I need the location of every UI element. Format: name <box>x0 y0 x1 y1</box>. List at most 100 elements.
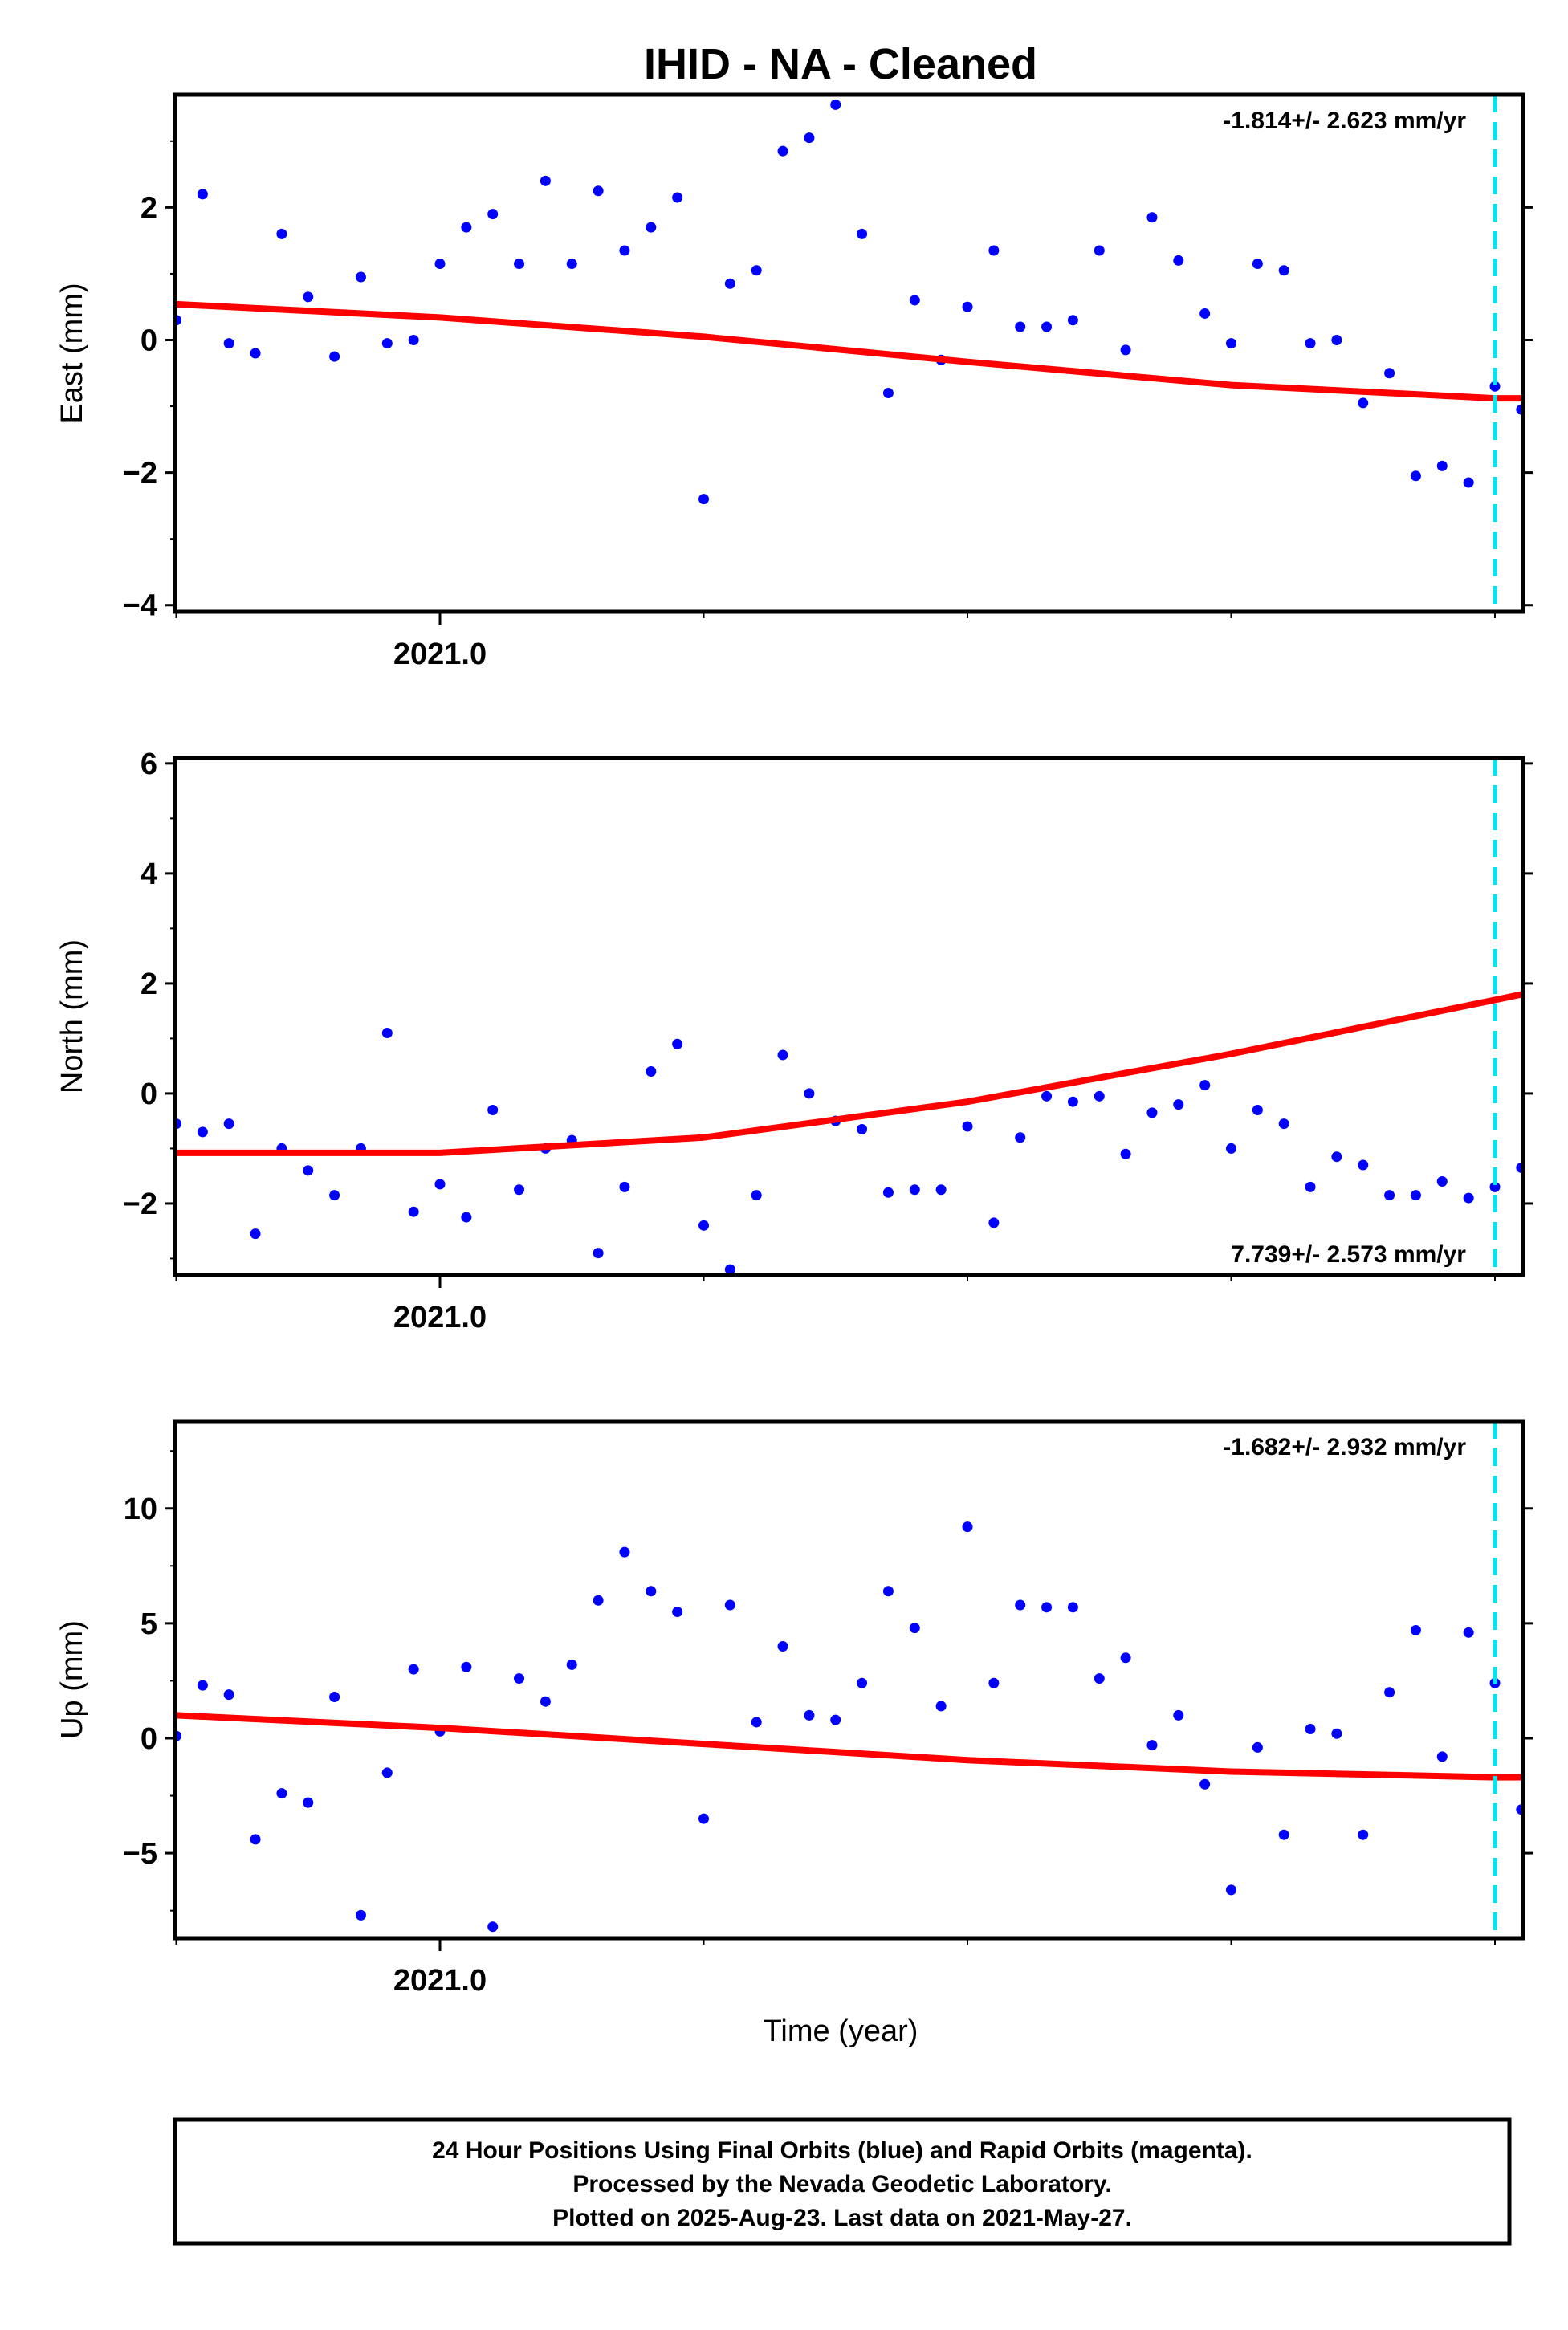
data-point <box>303 1165 314 1176</box>
data-point <box>1199 1080 1211 1091</box>
data-point <box>250 1834 261 1845</box>
panel-east: 2 0 −2 −4 2021.0 East (mm) -1.814+/- 2.623 mm/… <box>55 92 1533 671</box>
data-point <box>857 1677 868 1688</box>
data-point <box>514 1184 525 1196</box>
y-tick-label: 0 <box>141 1077 157 1111</box>
data-point <box>1384 1190 1395 1201</box>
panel-frame <box>173 756 1525 1277</box>
data-point <box>962 301 973 312</box>
data-point <box>197 1126 208 1138</box>
fit-curve <box>175 300 1523 402</box>
data-point <box>1489 1181 1501 1192</box>
data-point <box>1252 1741 1263 1753</box>
data-point <box>329 1190 340 1201</box>
data-point <box>1120 344 1131 356</box>
data-point <box>566 259 577 270</box>
data-point <box>1436 1176 1448 1187</box>
data-point <box>408 1664 419 1675</box>
data-point <box>672 1038 683 1049</box>
data-point <box>935 1184 947 1196</box>
data-point <box>1436 1751 1448 1762</box>
rate-annotation: -1.682+/- 2.932 mm/yr <box>1223 1434 1466 1460</box>
data-point <box>514 259 525 270</box>
data-point <box>540 1696 551 1707</box>
data-point <box>197 189 208 200</box>
data-point <box>751 1190 762 1201</box>
y-tick-label: 6 <box>141 747 157 781</box>
data-point <box>434 1179 446 1190</box>
data-point <box>1173 1709 1184 1721</box>
data-point <box>408 334 419 345</box>
data-point <box>434 259 446 270</box>
footer-line-2: Processed by the Nevada Geodetic Laborat… <box>572 2171 1111 2198</box>
data-point <box>329 1691 340 1702</box>
footer-line-1: 24 Hour Positions Using Final Orbits (bl… <box>432 2137 1252 2164</box>
footer-line-3: Plotted on 2025-Aug-23. Last data on 202… <box>552 2205 1132 2231</box>
x-tick-label: 2021.0 <box>393 1301 487 1334</box>
y-axis-label: East (mm) <box>55 283 89 423</box>
data-point <box>857 1123 868 1134</box>
data-point <box>1173 1099 1184 1110</box>
data-point <box>724 278 735 289</box>
data-point <box>1410 1624 1421 1635</box>
data-point <box>1331 1728 1342 1739</box>
data-point <box>593 185 604 197</box>
data-point <box>487 209 499 220</box>
y-tick-label: 0 <box>141 1722 157 1756</box>
data-point <box>646 222 657 233</box>
y-tick-label: 0 <box>141 324 157 357</box>
data-point <box>1278 265 1289 276</box>
data-point <box>830 1714 841 1725</box>
data-point <box>1041 321 1053 332</box>
data-point <box>1226 1884 1236 1896</box>
data-point <box>619 245 630 256</box>
data-point <box>777 1640 788 1652</box>
data-point <box>223 1689 234 1701</box>
data-point <box>223 338 234 349</box>
fit-curve <box>175 1712 1523 1781</box>
data-point <box>593 1248 604 1259</box>
data-point <box>250 348 261 359</box>
data-point <box>751 265 762 276</box>
panel-north: 6 4 2 0 −2 2021.0 North (mm) 7.739+/- 2.573 mm/… <box>55 747 1533 1334</box>
y-tick-label: −2 <box>123 457 157 491</box>
data-point <box>1410 1190 1421 1201</box>
footer-box: 24 Hour Positions Using Final Orbits (bl… <box>173 2117 1512 2246</box>
data-point <box>962 1521 973 1533</box>
panels-group: 2 0 −2 −4 2021.0 East (mm) -1.814+/- 2.623 mm/… <box>55 92 1533 1998</box>
y-axis-label: North (mm) <box>55 939 89 1094</box>
data-point <box>988 245 1000 256</box>
data-point <box>1252 1104 1263 1115</box>
data-point <box>988 1217 1000 1228</box>
data-point <box>857 228 868 239</box>
data-point <box>1305 338 1316 349</box>
data-point <box>672 1607 683 1618</box>
rate-annotation: -1.814+/- 2.623 mm/yr <box>1223 108 1466 134</box>
data-point <box>487 1104 499 1115</box>
y-axis-label: Up (mm) <box>55 1620 89 1739</box>
panel-up: 10 5 0 −5 2021.0 Up (mm) -1.682+/- 2.932 mm/yr <box>55 1419 1533 1998</box>
footer-border <box>173 2117 1512 2246</box>
data-point <box>1489 381 1501 392</box>
data-point <box>882 1187 894 1198</box>
y-tick-label: −2 <box>123 1187 157 1221</box>
data-point <box>882 388 894 399</box>
data-point <box>461 222 472 233</box>
data-point <box>329 351 340 362</box>
data-point <box>1041 1602 1053 1613</box>
data-point <box>1463 1627 1474 1638</box>
data-point <box>1384 1687 1395 1698</box>
data-point <box>804 132 815 144</box>
data-point <box>1067 1602 1078 1613</box>
data-point <box>1067 1096 1078 1107</box>
data-point <box>1305 1724 1316 1735</box>
y-tick-label: −4 <box>123 589 157 623</box>
data-point <box>461 1212 472 1223</box>
data-point <box>1120 1652 1131 1664</box>
data-point <box>619 1181 630 1192</box>
data-point <box>777 1049 788 1061</box>
data-point <box>988 1677 1000 1688</box>
data-point <box>223 1118 234 1130</box>
data-point <box>1436 460 1448 471</box>
